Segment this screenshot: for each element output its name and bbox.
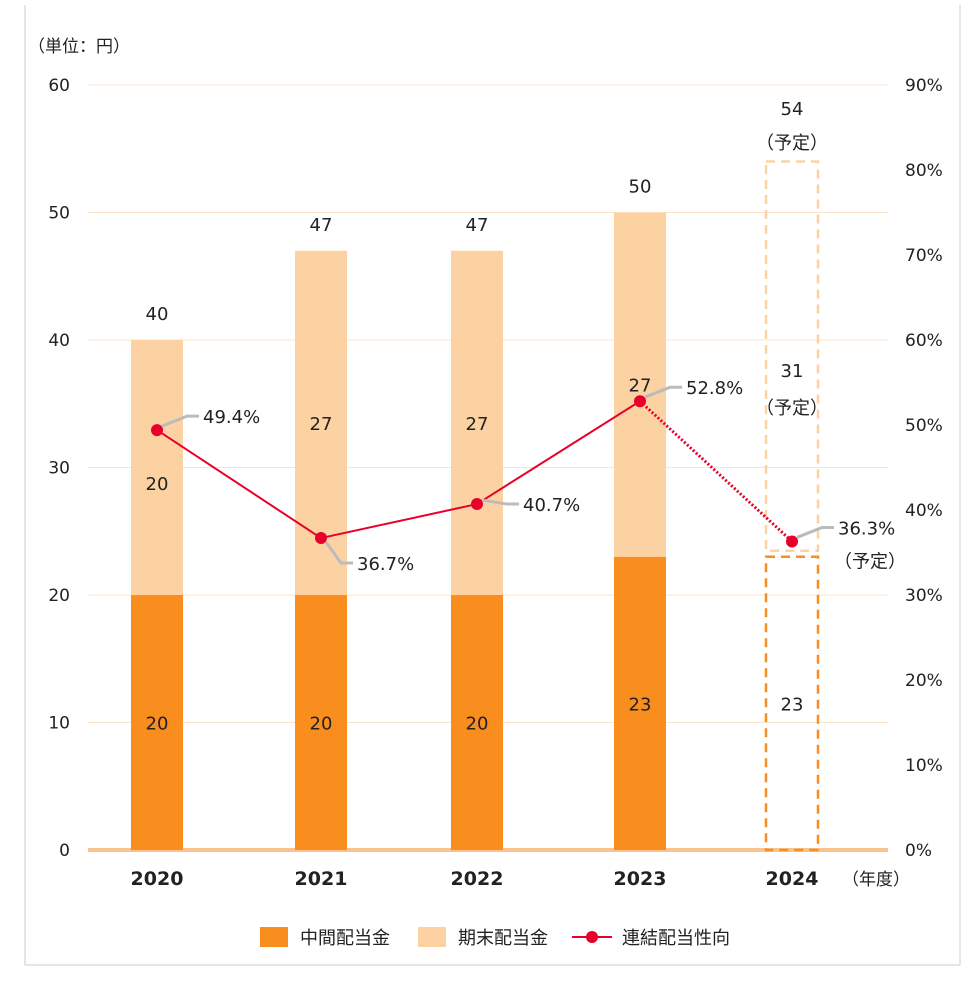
total-value-label: 47	[466, 215, 489, 236]
interim-value-label: 23	[629, 694, 652, 715]
interim-value-label: 23	[781, 694, 804, 715]
payout-segment	[476, 400, 641, 505]
bar-interim	[764, 555, 820, 852]
right-tick-label: 40%	[905, 501, 943, 521]
payout-point	[315, 532, 327, 545]
legend-swatch-year-end	[418, 927, 446, 947]
total-forecast-note: （予定）	[756, 133, 828, 154]
right-axis-ticks: 0% 10% 20% 30% 40% 50% 60% 70% 80% 90%	[905, 76, 943, 861]
left-tick-label: 50	[48, 204, 70, 224]
bar-year-end	[451, 250, 503, 595]
payout-segment	[638, 400, 794, 543]
legend: 中間配当金 期末配当金 連結配当性向	[260, 927, 730, 949]
category-labels: 2020 2021 2022 2023 2024	[131, 868, 819, 890]
payout-point	[634, 395, 646, 408]
year-end-value-label: 27	[466, 414, 489, 435]
y-unit-label: （単位：円）	[28, 37, 130, 57]
payout-point	[151, 424, 163, 437]
payout-leader-line	[796, 525, 834, 539]
legend-marker-payout	[586, 931, 598, 943]
right-tick-label: 80%	[905, 161, 943, 181]
bar-interim	[131, 595, 183, 850]
bar-year-end	[764, 160, 820, 552]
left-tick-label: 0	[59, 841, 70, 861]
payout-leader-line	[644, 385, 682, 399]
year-end-value-label: 20	[146, 474, 169, 495]
total-value-label: 54	[781, 99, 804, 120]
x-unit-label: （年度）	[842, 870, 910, 890]
right-tick-label: 60%	[905, 331, 943, 351]
right-tick-label: 70%	[905, 246, 943, 266]
right-tick-label: 50%	[905, 416, 943, 436]
interim-value-label: 20	[146, 714, 169, 735]
year-end-forecast-note: （予定）	[756, 398, 828, 419]
payout-forecast-note: （予定）	[834, 551, 906, 572]
payout-value-label: 36.3%	[838, 518, 895, 539]
payout-point	[786, 535, 798, 548]
legend-swatch-interim	[260, 927, 288, 947]
bar-year-end	[131, 340, 183, 595]
payout-value-label: 36.7%	[357, 554, 414, 575]
bar-interim	[614, 556, 666, 850]
legend-label-payout: 連結配当性向	[622, 928, 730, 949]
payout-segment	[156, 429, 322, 539]
payout-value-label: 52.8%	[686, 378, 743, 399]
payout-leader-line	[481, 498, 519, 506]
category-label: 2023	[614, 868, 667, 890]
payout-leader-line	[324, 541, 353, 565]
payout-leader-line	[161, 414, 199, 428]
left-tick-label: 20	[48, 586, 70, 606]
payout-value-label: 49.4%	[203, 407, 260, 428]
left-tick-label: 10	[48, 714, 70, 734]
right-tick-label: 0%	[905, 841, 932, 861]
interim-value-label: 20	[466, 714, 489, 735]
bars	[131, 160, 820, 852]
total-value-label: 47	[310, 215, 333, 236]
right-tick-label: 90%	[905, 76, 943, 96]
data-labels: 20 20 40 20 27 47 20 27 47 23 27 50 23 31 （予定） 54 （予定） 49…	[146, 99, 906, 735]
year-end-value-label: 27	[310, 414, 333, 435]
year-end-value-label: 27	[629, 376, 652, 397]
bar-interim	[451, 595, 503, 850]
bar-year-end	[614, 212, 666, 557]
payout-segment	[320, 503, 478, 540]
total-value-label: 40	[146, 304, 169, 325]
right-tick-label: 10%	[905, 756, 943, 776]
left-tick-label: 30	[48, 459, 70, 479]
legend-label-year-end: 期末配当金	[458, 928, 548, 949]
category-label: 2021	[295, 868, 348, 890]
year-end-value-label: 31	[781, 361, 804, 382]
left-tick-label: 40	[48, 331, 70, 351]
right-tick-label: 30%	[905, 586, 943, 606]
left-tick-label: 60	[48, 76, 70, 96]
right-tick-label: 20%	[905, 671, 943, 691]
interim-value-label: 20	[310, 714, 333, 735]
total-value-label: 50	[629, 177, 652, 198]
bar-interim	[295, 595, 347, 850]
payout-value-label: 40.7%	[523, 495, 580, 516]
category-label: 2024	[766, 868, 819, 890]
legend-label-interim: 中間配当金	[300, 928, 390, 949]
left-axis-ticks: 0 10 20 30 40 50 60	[48, 76, 70, 861]
payout-ratio-line	[151, 395, 798, 548]
payout-point	[471, 498, 483, 511]
category-label: 2020	[131, 868, 184, 890]
category-label: 2022	[451, 868, 504, 890]
